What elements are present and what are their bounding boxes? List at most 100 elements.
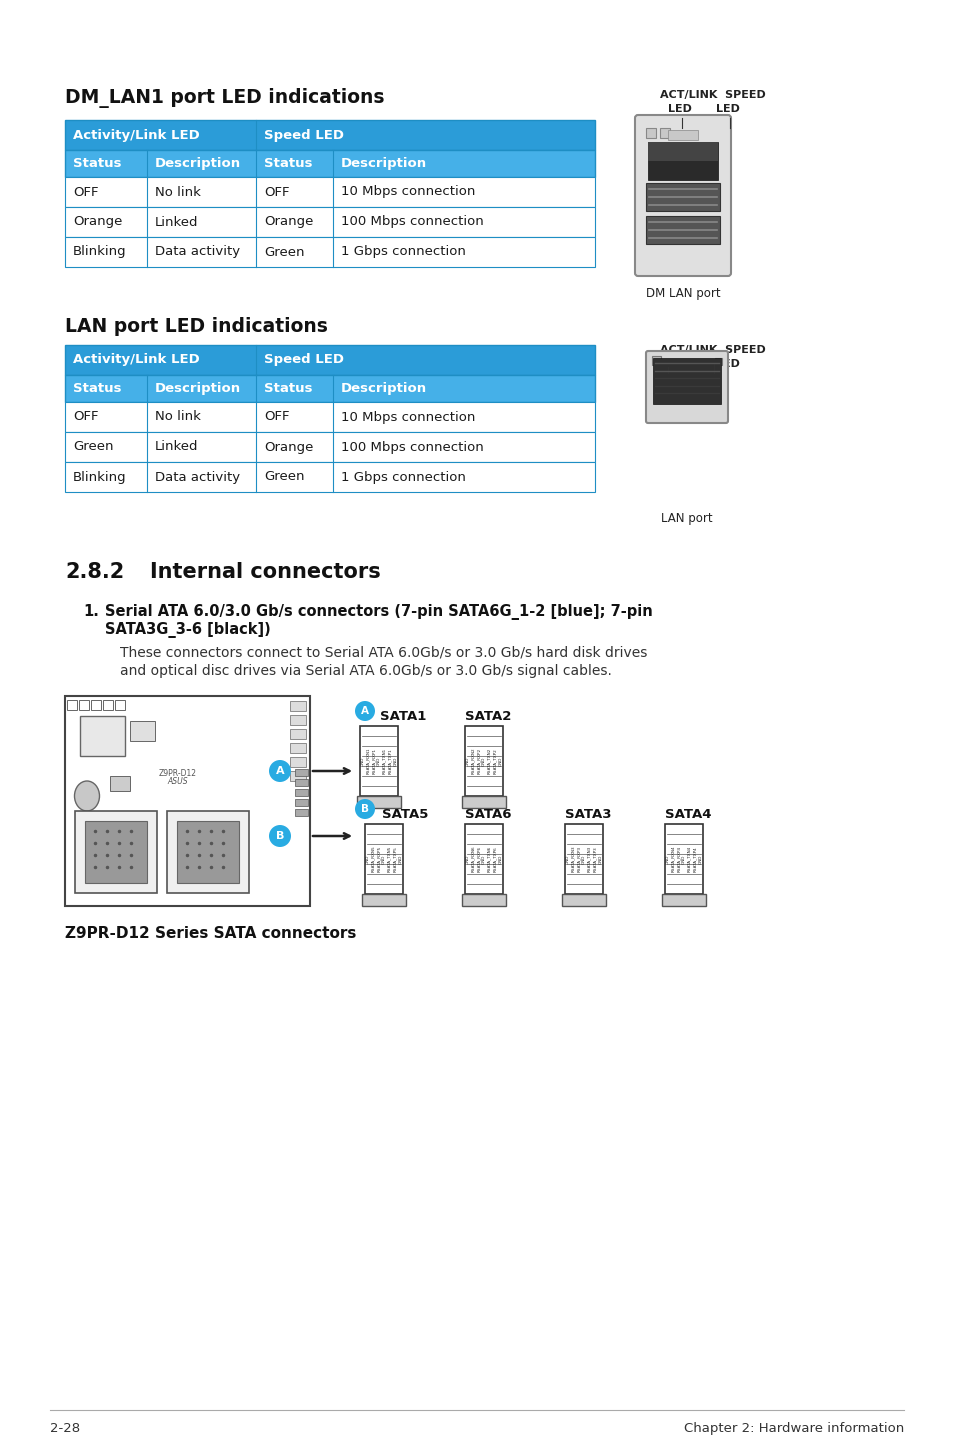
Bar (294, 789, 308, 797)
Text: RSATA_RXN4: RSATA_RXN4 (671, 846, 675, 873)
Text: GND: GND (381, 854, 386, 864)
Text: No link: No link (155, 410, 201, 424)
Text: 1 Gbps connection: 1 Gbps connection (340, 470, 465, 483)
Text: Internal connectors: Internal connectors (150, 562, 380, 582)
Bar (561, 894, 605, 906)
Text: OFF: OFF (73, 410, 98, 424)
Text: Green: Green (264, 246, 304, 259)
Text: 10 Mbps connection: 10 Mbps connection (340, 186, 475, 198)
Text: RSATA_RXP2: RSATA_RXP2 (476, 748, 480, 774)
Text: RSATA_RXP3: RSATA_RXP3 (576, 846, 580, 871)
Text: DM_LAN1 port LED indications: DM_LAN1 port LED indications (65, 88, 384, 108)
Bar (461, 797, 505, 808)
Text: Orange: Orange (73, 216, 122, 229)
Bar (461, 894, 505, 906)
Bar (645, 128, 656, 138)
Text: RSATA_TXP4: RSATA_TXP4 (692, 846, 696, 871)
Text: RSATA_RXN2: RSATA_RXN2 (471, 748, 475, 774)
Text: GND: GND (397, 854, 402, 864)
Text: RSATA_TXP6: RSATA_TXP6 (493, 846, 497, 871)
Text: RSATA_RXN1: RSATA_RXN1 (366, 748, 370, 774)
Text: Description: Description (155, 157, 241, 170)
Text: OFF: OFF (73, 186, 98, 198)
Bar (294, 769, 308, 777)
Text: Description: Description (155, 383, 241, 395)
Text: RSATA_RXP1: RSATA_RXP1 (371, 748, 375, 774)
Circle shape (269, 825, 291, 847)
Text: ASUS: ASUS (167, 777, 188, 785)
Text: 10 Mbps connection: 10 Mbps connection (340, 410, 475, 424)
Bar (65, 119, 595, 150)
Bar (67, 700, 77, 710)
Text: RSATA_TXN1: RSATA_TXN1 (382, 748, 386, 774)
Bar (564, 824, 602, 894)
Text: RSATA_TXN5: RSATA_TXN5 (387, 846, 391, 871)
Text: GND: GND (465, 854, 469, 864)
Text: OFF: OFF (264, 186, 289, 198)
Text: GND: GND (681, 854, 685, 864)
Bar (65, 345, 595, 375)
Bar (714, 358, 721, 365)
Text: SATA2: SATA2 (464, 710, 511, 723)
Text: SATA6: SATA6 (464, 808, 511, 821)
Text: and optical disc drives via Serial ATA 6.0Gb/s or 3.0 Gb/s signal cables.: and optical disc drives via Serial ATA 6… (120, 664, 611, 677)
Text: Z9PR-D12 Series SATA connectors: Z9PR-D12 Series SATA connectors (65, 926, 356, 940)
Bar (65, 375, 595, 403)
Text: Speed LED: Speed LED (264, 354, 343, 367)
Bar (365, 824, 402, 894)
Text: Description: Description (340, 157, 426, 170)
Bar (79, 700, 89, 710)
Bar (647, 142, 718, 161)
Bar (65, 207, 595, 237)
Text: 2.8.2: 2.8.2 (65, 562, 124, 582)
Text: Linked: Linked (155, 440, 198, 453)
Text: Green: Green (73, 440, 113, 453)
Text: GND: GND (497, 756, 502, 765)
Text: Status: Status (264, 157, 312, 170)
Text: RSATA_RXP6: RSATA_RXP6 (476, 846, 480, 871)
Text: No link: No link (155, 186, 201, 198)
Text: These connectors connect to Serial ATA 6.0Gb/s or 3.0 Gb/s hard disk drives: These connectors connect to Serial ATA 6… (120, 646, 647, 660)
Circle shape (269, 761, 291, 782)
Bar (664, 824, 702, 894)
Bar (294, 779, 308, 787)
Text: GND: GND (698, 854, 701, 864)
Text: GND: GND (481, 854, 485, 864)
Text: RSATA_TXN4: RSATA_TXN4 (687, 846, 691, 871)
Text: GND: GND (465, 756, 469, 765)
Text: RSATA_RXP4: RSATA_RXP4 (676, 846, 679, 871)
Text: B: B (360, 804, 369, 814)
Circle shape (355, 700, 375, 720)
Text: GND: GND (376, 756, 380, 765)
Bar (290, 729, 306, 739)
Text: Activity/Link LED: Activity/Link LED (73, 354, 199, 367)
Text: GND: GND (665, 854, 669, 864)
Text: OFF: OFF (264, 410, 289, 424)
Text: GND: GND (481, 756, 485, 765)
Bar (667, 129, 698, 139)
Bar (85, 821, 147, 883)
Bar (91, 700, 101, 710)
Bar (103, 700, 112, 710)
Text: SATA3G_3-6 [black]): SATA3G_3-6 [black]) (105, 623, 271, 638)
Text: A: A (275, 766, 284, 777)
Text: Status: Status (73, 383, 121, 395)
Text: 100 Mbps connection: 100 Mbps connection (340, 216, 483, 229)
Text: GND: GND (360, 756, 364, 765)
Text: GND: GND (365, 854, 370, 864)
Bar (167, 811, 249, 893)
Bar (464, 824, 502, 894)
Text: SATA1: SATA1 (379, 710, 426, 723)
Bar (645, 216, 720, 244)
Text: RSATA_RXN6: RSATA_RXN6 (471, 846, 475, 873)
Text: DM LAN port: DM LAN port (645, 288, 720, 301)
Text: SATA4: SATA4 (664, 808, 711, 821)
Bar (290, 700, 306, 710)
Circle shape (355, 800, 375, 820)
Text: Z9PR-D12: Z9PR-D12 (158, 768, 196, 778)
Text: RSATA_RXN5: RSATA_RXN5 (371, 846, 375, 873)
Text: GND: GND (581, 854, 585, 864)
Bar (294, 810, 308, 815)
Bar (65, 462, 595, 492)
Bar (356, 797, 400, 808)
